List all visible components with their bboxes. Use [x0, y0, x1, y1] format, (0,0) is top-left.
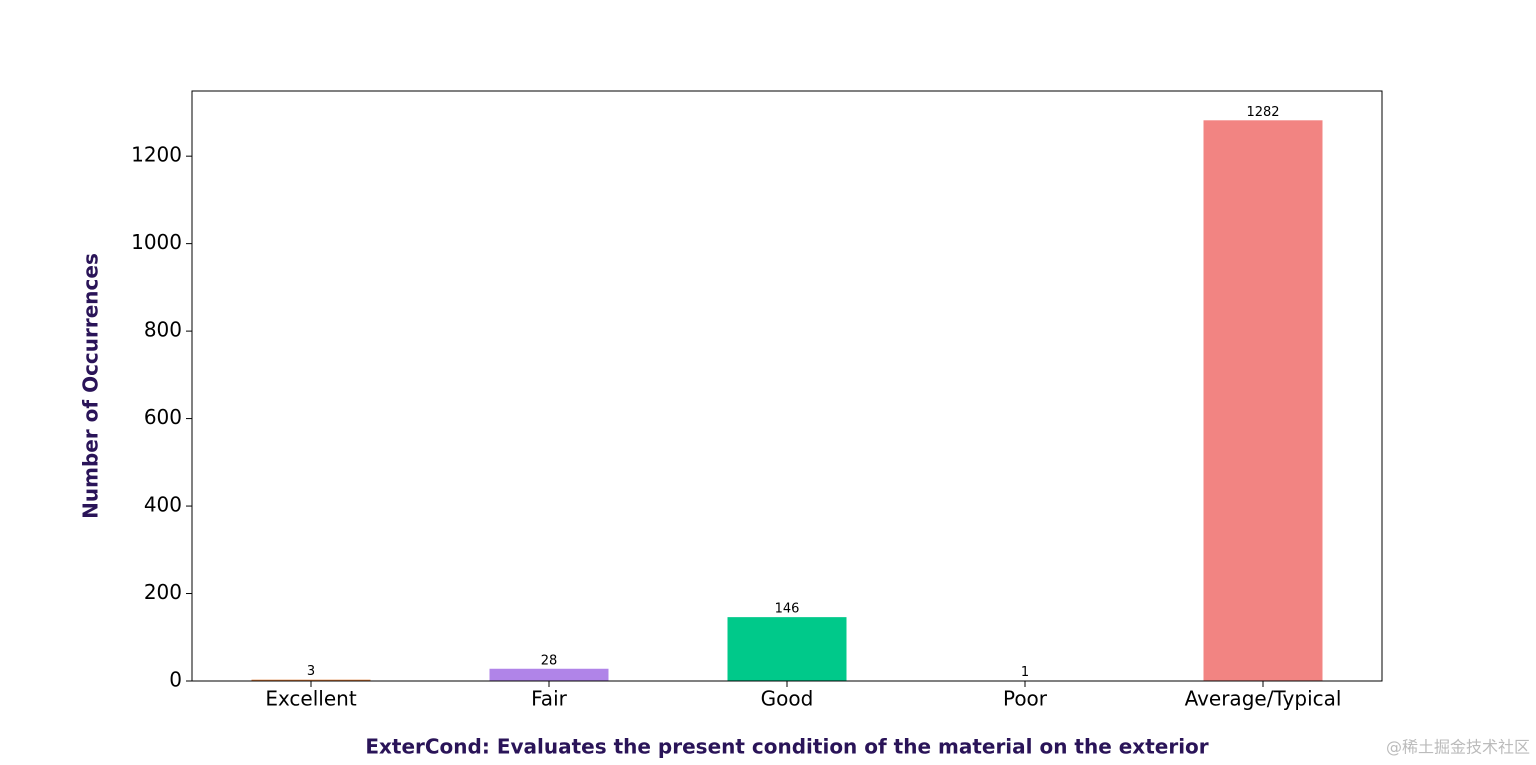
x-tick-label: Poor: [1003, 687, 1048, 711]
value-label: 3: [307, 664, 315, 679]
value-label: 1282: [1246, 105, 1279, 120]
y-tick-label: 0: [169, 668, 182, 692]
y-tick-label: 600: [144, 405, 182, 429]
value-label: 28: [541, 653, 558, 668]
bar: [251, 679, 371, 681]
x-tick-label: Average/Typical: [1185, 687, 1342, 711]
bar: [489, 668, 609, 681]
x-axis-label: ExterCond: Evaluates the present conditi…: [365, 735, 1208, 759]
y-tick-label: 200: [144, 580, 182, 604]
y-tick-label: 1000: [131, 230, 182, 254]
value-label: 146: [775, 602, 800, 617]
value-label: 1: [1021, 665, 1029, 680]
x-tick-label: Fair: [531, 687, 567, 711]
y-tick-label: 400: [144, 493, 182, 517]
y-axis-label: Number of Occurrences: [79, 253, 103, 519]
x-tick-label: Good: [761, 687, 814, 711]
y-tick-label: 800: [144, 318, 182, 342]
x-tick-label: Excellent: [265, 687, 357, 711]
watermark: @稀土掘金技术社区: [1386, 738, 1530, 757]
bar: [727, 617, 847, 681]
plot-frame: [191, 90, 1383, 682]
y-tick-label: 1200: [131, 143, 182, 167]
bar: [1203, 120, 1323, 682]
